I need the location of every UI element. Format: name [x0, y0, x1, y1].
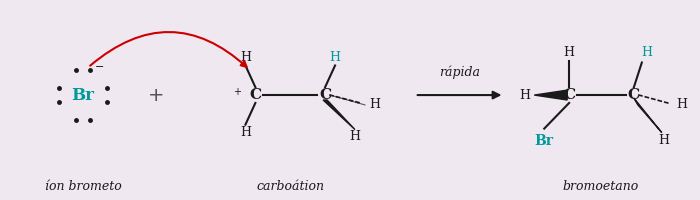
Text: C: C [563, 88, 575, 102]
Text: H: H [330, 51, 341, 64]
Text: H: H [240, 51, 251, 64]
Text: bromoetano: bromoetano [563, 180, 639, 193]
Text: íon brometo: íon brometo [45, 180, 121, 193]
Text: Br: Br [535, 134, 554, 148]
Text: H: H [519, 89, 530, 102]
Text: H: H [349, 130, 360, 143]
Text: +: + [148, 86, 164, 105]
Text: H: H [676, 98, 687, 111]
Text: +: + [233, 87, 242, 97]
Text: H: H [240, 126, 251, 139]
Text: H: H [370, 98, 380, 111]
Text: rápida: rápida [439, 66, 480, 79]
Text: carboátion: carboátion [256, 180, 324, 193]
Text: C: C [319, 88, 331, 102]
Text: Br: Br [71, 87, 94, 104]
Polygon shape [534, 90, 567, 100]
Text: H: H [641, 46, 652, 59]
Text: H: H [564, 46, 575, 59]
Text: −: − [95, 62, 105, 72]
Text: C: C [628, 88, 640, 102]
Polygon shape [634, 98, 662, 133]
Text: C: C [249, 88, 261, 102]
Polygon shape [323, 100, 355, 130]
Text: H: H [658, 134, 669, 147]
